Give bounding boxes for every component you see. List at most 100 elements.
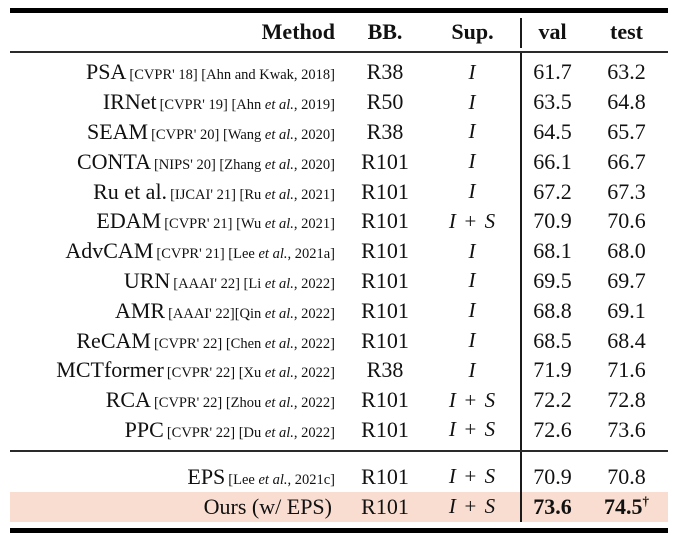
supervision-cell: I — [468, 357, 477, 382]
method-citation: [AAAI' 22][Qin et al., 2022] — [168, 305, 335, 322]
method-name: ReCAM — [76, 327, 151, 353]
val-score-cell: 73.6 — [533, 493, 572, 519]
table-row: ReCAM [CVPR' 22] [Chen et al., 2022] R101… — [10, 326, 668, 356]
test-score-cell: 64.8 — [607, 89, 646, 115]
method-name: EDAM — [96, 208, 162, 234]
section-rule — [10, 449, 668, 452]
method-citation: [CVPR' 22] [Xu et al., 2022] — [166, 365, 335, 382]
backbone-cell: R101 — [361, 178, 409, 204]
method-name: SEAM — [86, 118, 149, 144]
method-cell: SEAM [CVPR' 20] [Wang et al., 2020] — [10, 119, 345, 145]
method-name: CONTA — [76, 148, 151, 174]
table-row: IRNet [CVPR' 19] [Ahn et al., 2019] R50 I… — [10, 87, 668, 117]
table-bottom-rule — [10, 527, 668, 533]
table-row: MCTformer [CVPR' 22] [Xu et al., 2022] R3… — [10, 355, 668, 385]
supervision-cell: I — [468, 149, 477, 174]
test-score-cell: 68.4 — [607, 327, 646, 353]
method-name: AdvCAM — [65, 238, 154, 264]
table-row: SEAM [CVPR' 20] [Wang et al., 2020] R38 I… — [10, 117, 668, 147]
supervision-cell: I — [468, 119, 477, 144]
supervision-cell: I — [468, 89, 477, 114]
test-score-cell: 66.7 — [607, 148, 646, 174]
backbone-cell: R101 — [361, 327, 409, 353]
val-score-cell: 68.8 — [533, 297, 572, 323]
method-cell: Ours (w/ EPS) — [10, 494, 345, 520]
method-citation: [CVPR' 22] [Zhou et al., 2022] — [153, 395, 335, 412]
method-cell: AMR [AAAI' 22][Qin et al., 2022] — [10, 298, 345, 324]
val-score-cell: 71.9 — [533, 357, 572, 383]
backbone-cell: R101 — [361, 463, 409, 489]
backbone-cell: R101 — [361, 416, 409, 442]
test-score-cell: 63.2 — [607, 59, 646, 85]
table-row: PSA [CVPR' 18] [Ahn and Kwak, 2018] R38 I… — [10, 58, 668, 88]
backbone-cell: R101 — [361, 238, 409, 264]
table-row: EDAM [CVPR' 21] [Wu et al., 2021] R101 I … — [10, 206, 668, 236]
method-name: AMR — [114, 297, 166, 323]
table-top-rule — [10, 8, 668, 13]
backbone-cell: R101 — [361, 387, 409, 413]
method-cell: EPS [Lee et al., 2021c] — [10, 464, 345, 490]
backbone-cell: R50 — [366, 89, 404, 115]
val-score-cell: 61.7 — [533, 59, 572, 85]
method-name: RCA — [105, 387, 151, 413]
supervision-cell: I + S — [448, 208, 497, 233]
supervision-cell: I + S — [448, 464, 497, 489]
val-score-cell: 67.2 — [533, 178, 572, 204]
method-citation: [CVPR' 21] [Lee et al., 2021a] — [156, 246, 335, 263]
test-score-cell: 65.7 — [607, 118, 646, 144]
method-cell: IRNet [CVPR' 19] [Ahn et al., 2019] — [10, 89, 345, 115]
val-score-cell: 68.1 — [533, 238, 572, 264]
method-cell: AdvCAM [CVPR' 21] [Lee et al., 2021a] — [10, 238, 345, 264]
val-score-cell: 72.6 — [533, 416, 572, 442]
method-name: Ru et al. — [93, 178, 168, 204]
method-cell: PPC [CVPR' 22] [Du et al., 2022] — [10, 417, 345, 443]
backbone-cell: R38 — [366, 59, 404, 85]
method-name: EPS — [187, 463, 226, 489]
table-row: RCA [CVPR' 22] [Zhou et al., 2022] R101 I… — [10, 385, 668, 415]
method-name: Ours (w/ EPS) — [203, 493, 332, 519]
test-score-cell: 71.6 — [607, 357, 646, 383]
val-score-cell: 63.5 — [533, 89, 572, 115]
test-score-cell: 72.8 — [607, 387, 646, 413]
method-name: IRNet — [102, 89, 157, 115]
method-cell: EDAM [CVPR' 21] [Wu et al., 2021] — [10, 208, 345, 234]
val-score-cell: 70.9 — [533, 208, 572, 234]
test-score-cell: 70.6 — [607, 208, 646, 234]
method-name: PSA — [86, 59, 127, 85]
table-row: Ru et al. [IJCAI' 21] [Ru et al., 2021] R… — [10, 177, 668, 207]
method-citation: [IJCAI' 21] [Ru et al., 2021] — [170, 186, 335, 203]
col-header-test: test — [610, 18, 643, 44]
table-header-row: Method BB. Sup. val test — [10, 13, 668, 51]
column-divider — [520, 17, 522, 48]
backbone-cell: R38 — [366, 118, 404, 144]
test-score: 74.5 — [604, 493, 643, 519]
test-score-cell: 74.5† — [585, 494, 668, 520]
method-name: PPC — [124, 416, 164, 442]
method-citation: [CVPR' 21] [Wu et al., 2021] — [164, 216, 335, 233]
backbone-cell: R101 — [361, 267, 409, 293]
method-name: URN — [123, 267, 171, 293]
method-cell: Ru et al. [IJCAI' 21] [Ru et al., 2021] — [10, 179, 345, 205]
header-rule — [10, 50, 668, 53]
ours-section: EPS [Lee et al., 2021c] R101 I + S 70.9 7… — [10, 451, 668, 522]
backbone-cell: R101 — [361, 148, 409, 174]
method-citation: [Lee et al., 2021c] — [228, 471, 335, 488]
test-score-cell: 67.3 — [607, 178, 646, 204]
backbone-cell: R101 — [361, 297, 409, 323]
test-score-cell: 69.1 — [607, 297, 646, 323]
supervision-cell: I — [468, 238, 477, 263]
method-cell: CONTA [NIPS' 20] [Zhang et al., 2020] — [10, 149, 345, 175]
supervision-cell: I — [468, 179, 477, 204]
method-citation: [CVPR' 19] [Ahn et al., 2019] — [159, 97, 335, 114]
method-citation: [NIPS' 20] [Zhang et al., 2020] — [153, 156, 335, 173]
method-citation: [AAAI' 22] [Li et al., 2022] — [173, 275, 335, 292]
column-divider — [520, 52, 522, 450]
supervision-cell: I — [468, 59, 477, 84]
supervision-cell: I + S — [448, 387, 497, 412]
method-citation: [CVPR' 22] [Du et al., 2022] — [166, 424, 335, 441]
method-citation: [CVPR' 22] [Chen et al., 2022] — [153, 335, 335, 352]
method-cell: PSA [CVPR' 18] [Ahn and Kwak, 2018] — [10, 59, 345, 85]
column-divider — [520, 451, 522, 522]
backbone-cell: R101 — [361, 208, 409, 234]
